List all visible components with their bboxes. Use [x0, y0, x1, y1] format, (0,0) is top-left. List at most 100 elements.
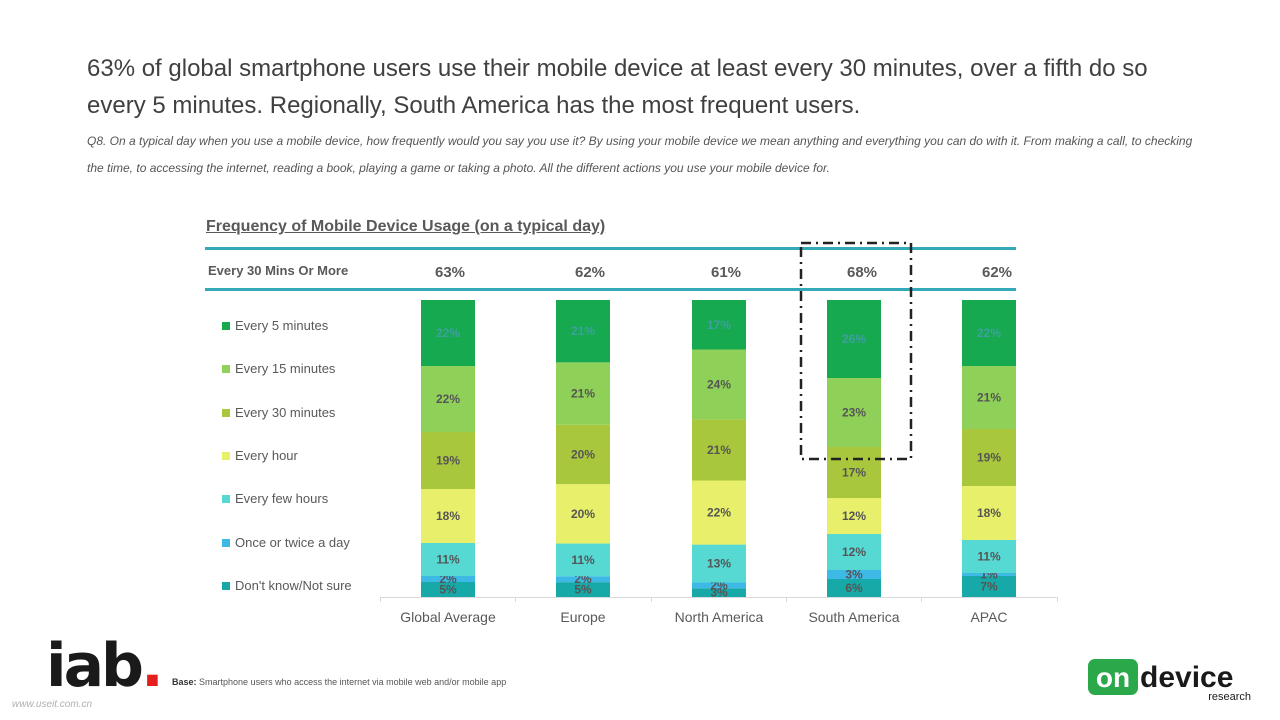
bar-segment — [421, 300, 475, 366]
bar-segment — [421, 543, 475, 576]
legend-swatch — [222, 321, 230, 330]
ondevice-research-logo: on device research — [1088, 659, 1251, 703]
x-tick-label: APAC — [970, 609, 1007, 625]
summary-value-north-america: 61% — [710, 264, 742, 281]
chart-title: Frequency of Mobile Device Usage (on a t… — [206, 218, 606, 235]
legend-label: Don't know/Not sure — [235, 578, 352, 593]
bar-segment — [692, 419, 746, 481]
bar-segment — [962, 540, 1016, 573]
bar-segment — [421, 432, 475, 489]
bar-segment — [827, 447, 881, 498]
bar-segment — [962, 486, 1016, 540]
summary-row-label: Every 30 Mins Or More — [208, 263, 349, 278]
bar-segment — [962, 573, 1016, 576]
legend-item: Once or twice a day — [222, 535, 350, 550]
highlight-box — [799, 241, 913, 461]
data-label: 24% — [707, 377, 731, 391]
data-label: 21% — [707, 443, 731, 457]
data-label: 26% — [842, 332, 866, 346]
bar-segment — [692, 480, 746, 545]
data-label: 21% — [571, 324, 595, 338]
legend-swatch — [222, 581, 230, 590]
svg-text:research: research — [1208, 691, 1251, 703]
data-label: 18% — [436, 509, 460, 523]
data-label: 20% — [571, 447, 595, 461]
x-tick-label: North America — [675, 609, 764, 625]
base-note: Base: Smartphone users who access the in… — [172, 677, 507, 687]
bar-segment — [556, 362, 610, 425]
bar-segment — [827, 498, 881, 534]
summary-value-global: 63% — [434, 264, 466, 281]
legend-swatch — [222, 364, 230, 373]
x-tick-label: Europe — [560, 609, 605, 625]
bar-segment — [827, 378, 881, 447]
bar-segment — [692, 544, 746, 583]
data-label: 11% — [977, 550, 1001, 564]
svg-text:device: device — [1140, 661, 1233, 694]
bar-segment — [962, 429, 1016, 486]
legend-item: Every 5 minutes — [222, 318, 328, 333]
summary-value-apac: 62% — [981, 264, 1013, 281]
bar-segment — [556, 424, 610, 485]
data-label: 7% — [980, 580, 998, 594]
legend-item: Don't know/Not sure — [222, 578, 352, 593]
x-tick-label: South America — [808, 609, 899, 625]
legend-label: Every 30 minutes — [235, 405, 336, 420]
bar-segment — [692, 582, 746, 589]
data-label: 5% — [574, 583, 592, 597]
iab-logo: iab. — [46, 631, 164, 701]
bar-segment — [421, 366, 475, 432]
bar-segment — [692, 349, 746, 420]
legend-item: Every few hours — [222, 491, 328, 506]
data-label: 23% — [842, 406, 866, 420]
legend-swatch — [222, 494, 230, 503]
x-tick-label: Global Average — [400, 609, 496, 625]
data-label: 3% — [710, 586, 728, 600]
watermark: www.useit.com.cn — [12, 699, 93, 710]
bar-segment — [827, 579, 881, 597]
data-label: 3% — [845, 568, 863, 582]
bar-segment — [556, 582, 610, 597]
survey-question: Q8. On a typical day when you use a mobi… — [87, 134, 1193, 175]
bar-segment — [962, 366, 1016, 429]
data-label: 22% — [436, 392, 460, 406]
legend-item: Every 30 minutes — [222, 405, 335, 420]
data-label: 6% — [845, 581, 863, 595]
data-label: 12% — [842, 509, 866, 523]
summary-top-rule — [205, 247, 1016, 250]
legend-label: Every 5 minutes — [235, 318, 329, 333]
bar-segment — [556, 543, 610, 577]
data-label: 11% — [436, 553, 460, 567]
headline: 63% of global smartphone users use their… — [87, 55, 1148, 119]
data-label: 19% — [436, 454, 460, 468]
legend-label: Once or twice a day — [235, 535, 350, 550]
summary-bottom-rule — [205, 288, 1016, 291]
data-label: 5% — [439, 583, 457, 597]
data-label: 21% — [977, 391, 1001, 405]
bar-segment — [962, 576, 1016, 597]
legend-item: Every 15 minutes — [222, 361, 335, 376]
data-label: 19% — [977, 451, 1001, 465]
legend-label: Every 15 minutes — [235, 361, 336, 376]
legend-swatch — [222, 408, 230, 417]
bar-segment — [556, 300, 610, 363]
bar-segment — [827, 300, 881, 378]
legend-label: Every few hours — [235, 491, 329, 506]
bar-segment — [421, 576, 475, 582]
bar-segment — [827, 534, 881, 570]
svg-text:on: on — [1096, 662, 1130, 693]
data-label: 20% — [571, 507, 595, 521]
data-label: 22% — [977, 326, 1001, 340]
bar-segment — [421, 489, 475, 543]
bar-segment — [421, 582, 475, 597]
legend-label: Every hour — [235, 448, 298, 463]
data-label: 12% — [842, 545, 866, 559]
bar-segment — [556, 576, 610, 583]
bar-segment — [556, 484, 610, 544]
bar-segment — [692, 588, 746, 597]
summary-value-south-america: 68% — [846, 264, 878, 281]
data-label: 11% — [571, 553, 595, 567]
data-label: 17% — [842, 466, 866, 480]
summary-value-europe: 62% — [574, 264, 606, 281]
